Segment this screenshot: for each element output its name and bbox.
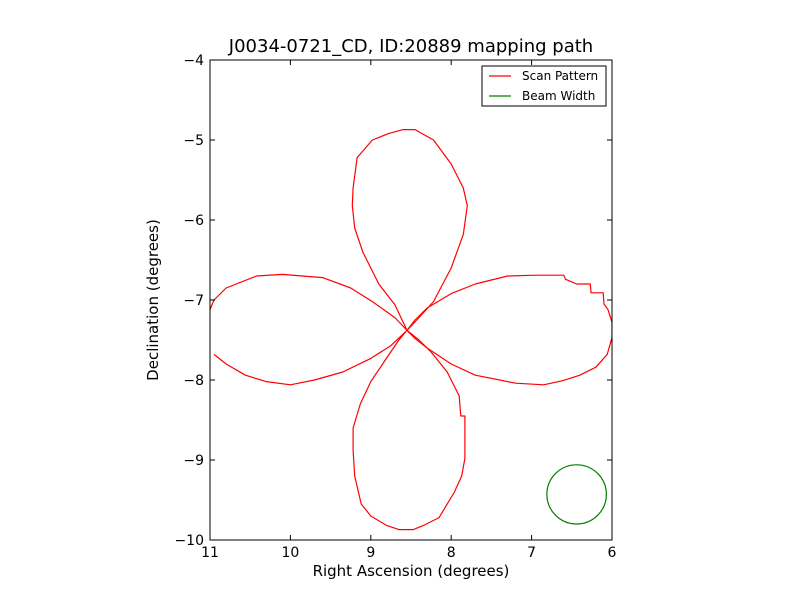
x-tick-label: 9 (366, 545, 375, 561)
y-tick-label: −5 (183, 133, 204, 149)
x-tick-label: 7 (527, 545, 536, 561)
x-tick-label: 10 (281, 545, 299, 561)
legend-label-scan-pattern: Scan Pattern (522, 69, 598, 83)
scan-pattern-line-0 (210, 273, 612, 386)
y-tick-label: −7 (183, 293, 204, 309)
beam-width-circle (546, 464, 607, 525)
legend-box (481, 65, 607, 107)
legend: Scan Pattern Beam Width (481, 65, 607, 107)
y-tick-label: −6 (183, 213, 204, 229)
series-layer (210, 129, 612, 531)
ticks-layer: 11 10 9 8 7 6 −4 −5 −6 −7 −8 −9 −10 (174, 53, 616, 561)
y-tick-label: −10 (174, 533, 204, 549)
y-tick-label: −9 (183, 453, 204, 469)
legend-label-beam-width: Beam Width (522, 89, 595, 103)
plot-frame (209, 59, 613, 541)
x-tick-label: 8 (447, 545, 456, 561)
chart-title: J0034-0721_CD, ID:20889 mapping path (228, 36, 593, 57)
y-tick-label: −8 (183, 373, 204, 389)
x-axis-label: Right Ascension (degrees) (313, 562, 510, 580)
x-tick-label: 6 (608, 545, 617, 561)
scan-pattern-line-1 (213, 129, 468, 531)
x-tick-label: 11 (201, 545, 219, 561)
y-tick-label: −4 (183, 53, 204, 69)
y-axis-label: Declination (degrees) (144, 219, 162, 381)
